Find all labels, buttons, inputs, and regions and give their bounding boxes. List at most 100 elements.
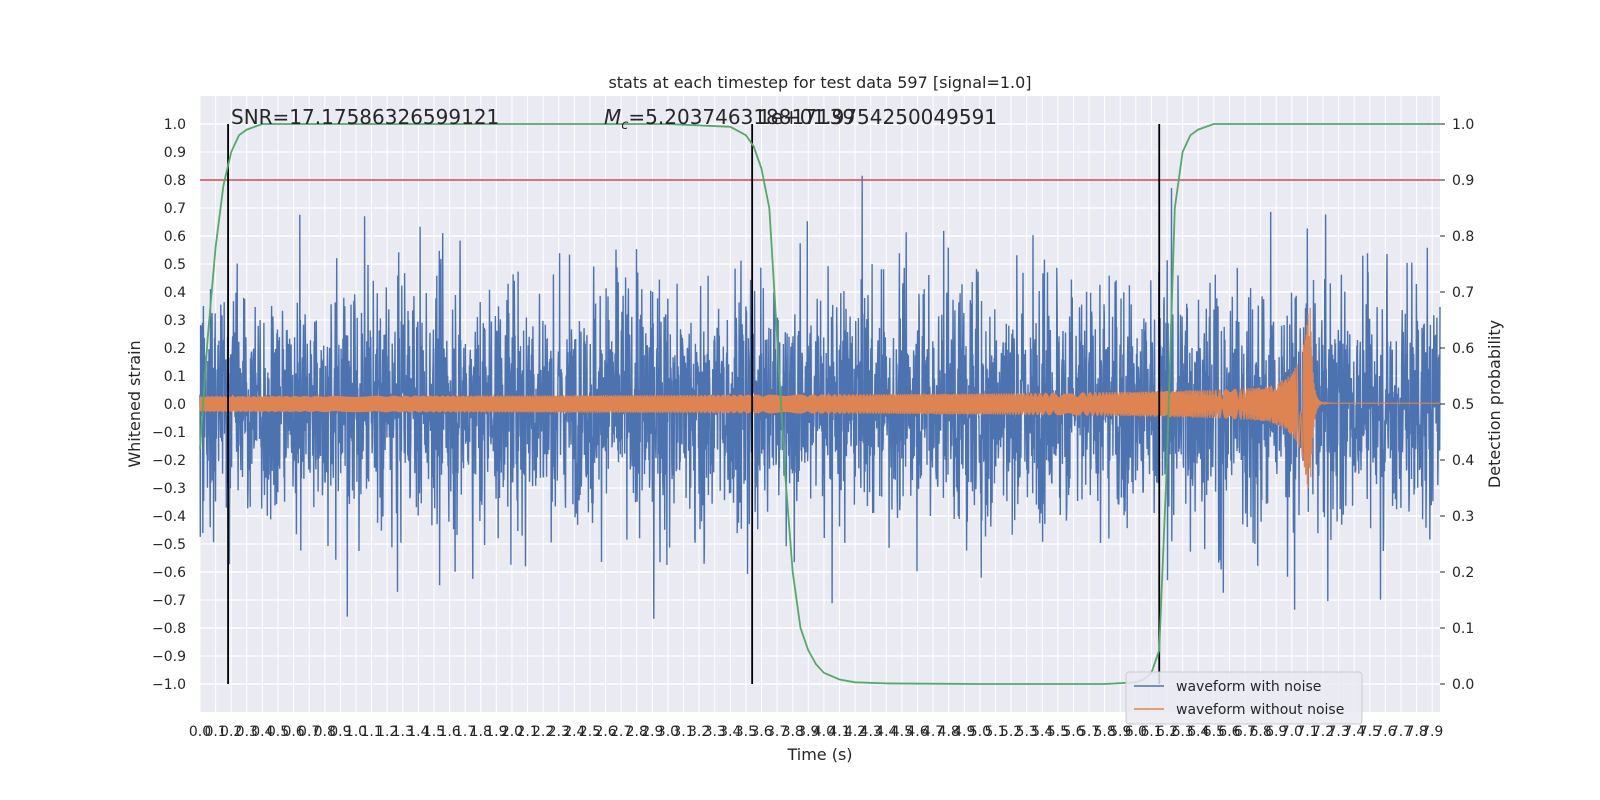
x-tick-label: 0.5 bbox=[267, 724, 289, 740]
x-tick-label: 3.1 bbox=[672, 724, 694, 740]
x-tick-label: 2.4 bbox=[563, 724, 585, 740]
x-tick-label: 5.7 bbox=[1078, 724, 1100, 740]
x-tick-label: 6.0 bbox=[1125, 724, 1147, 740]
x-tick-label: 7.8 bbox=[1405, 724, 1427, 740]
mc-symbol: M bbox=[604, 105, 621, 129]
x-tick-label: 3.7 bbox=[766, 724, 788, 740]
x-tick-label: 0.8 bbox=[314, 724, 336, 740]
x-tick-label: 4.2 bbox=[844, 724, 866, 740]
y-tick-label: 0.6 bbox=[164, 229, 186, 245]
y-tick-label: 0.5 bbox=[164, 257, 186, 273]
x-tick-label: 3.8 bbox=[782, 724, 804, 740]
legend: waveform with noise waveform without noi… bbox=[1125, 671, 1363, 725]
x-tick-label: 1.4 bbox=[407, 724, 429, 740]
x-tick-label: 5.3 bbox=[1016, 724, 1038, 740]
x-tick-label: 0.6 bbox=[282, 724, 304, 740]
y-tick-label: 0.3 bbox=[164, 313, 186, 329]
y-tick-label: 0.8 bbox=[164, 173, 186, 189]
x-tick-label: 1.0 bbox=[345, 724, 367, 740]
y-tick-label: −0.2 bbox=[152, 453, 186, 469]
x-tick-label: 5.2 bbox=[1000, 724, 1022, 740]
x-tick-label: 1.3 bbox=[392, 724, 414, 740]
x-tick-label: 6.4 bbox=[1187, 724, 1209, 740]
x-tick-label: 4.9 bbox=[953, 724, 975, 740]
x-tick-label: 1.8 bbox=[470, 724, 492, 740]
x-tick-label: 6.7 bbox=[1234, 724, 1256, 740]
x-tick-label: 2.5 bbox=[579, 724, 601, 740]
y2-tick-label: 0.1 bbox=[1452, 621, 1474, 637]
x-tick-label: 3.2 bbox=[688, 724, 710, 740]
overlay bbox=[199, 123, 1440, 685]
legend-label-clean: waveform without noise bbox=[1176, 702, 1344, 718]
y2-axis-label: Detection probability bbox=[1485, 320, 1504, 488]
x-tick-label: 5.9 bbox=[1109, 724, 1131, 740]
x-tick-label: 0.3 bbox=[236, 724, 258, 740]
x-tick-label: 1.7 bbox=[454, 724, 476, 740]
y2-tick-label: 0.6 bbox=[1452, 341, 1474, 357]
x-tick-label: 6.5 bbox=[1203, 724, 1225, 740]
y2-axis-ticks: 1.0 0.9 0.8 0.7 0.6 0.5 0.4 0.3 0.2 0.1 0.0 bbox=[1440, 117, 1474, 693]
x-tick-label: 2.7 bbox=[610, 724, 632, 740]
x-tick-label: 7.3 bbox=[1327, 724, 1349, 740]
x-tick-label: 6.8 bbox=[1249, 724, 1271, 740]
x-tick-label: 7.4 bbox=[1343, 724, 1365, 740]
x-tick-label: 6.2 bbox=[1156, 724, 1178, 740]
y2-tick-label: 1.0 bbox=[1452, 117, 1474, 133]
overlap-annotation: 1e+01.9754250049591 bbox=[758, 105, 997, 129]
x-tick-label: 6.1 bbox=[1140, 724, 1162, 740]
y-tick-label: 0.4 bbox=[164, 285, 186, 301]
x-tick-label: 1.2 bbox=[376, 724, 398, 740]
x-tick-label: 5.4 bbox=[1031, 724, 1053, 740]
y-tick-label: 0.9 bbox=[164, 145, 186, 161]
x-tick-label: 4.3 bbox=[860, 724, 882, 740]
x-tick-label: 7.6 bbox=[1374, 724, 1396, 740]
y-tick-label: −0.6 bbox=[152, 565, 186, 581]
waveform-without-noise-line bbox=[199, 307, 1440, 489]
mc-annotation: Mc=5.203746318817139 bbox=[604, 105, 855, 133]
x-tick-label: 2.3 bbox=[548, 724, 570, 740]
x-tick-label: 7.2 bbox=[1312, 724, 1334, 740]
x-tick-label: 5.8 bbox=[1094, 724, 1116, 740]
x-tick-label: 2.0 bbox=[501, 724, 523, 740]
x-tick-label: 4.6 bbox=[906, 724, 928, 740]
y2-tick-label: 0.2 bbox=[1452, 565, 1474, 581]
x-tick-label: 6.9 bbox=[1265, 724, 1287, 740]
x-tick-label: 7.5 bbox=[1359, 724, 1381, 740]
x-tick-label: 3.4 bbox=[719, 724, 741, 740]
y2-tick-label: 0.4 bbox=[1452, 453, 1474, 469]
x-tick-label: 0.0 bbox=[189, 724, 211, 740]
snr-annotation: SNR=17.17586326599121 bbox=[231, 105, 499, 129]
y-tick-label: −0.1 bbox=[152, 425, 186, 441]
x-tick-label: 0.2 bbox=[220, 724, 242, 740]
y-axis-label: Whitened strain bbox=[125, 340, 144, 467]
y-tick-label: 0.2 bbox=[164, 341, 186, 357]
y-tick-label: 0.7 bbox=[164, 201, 186, 217]
x-tick-label: 0.4 bbox=[251, 724, 273, 740]
x-tick-label: 7.1 bbox=[1296, 724, 1318, 740]
y-tick-label: 0.1 bbox=[164, 369, 186, 385]
x-tick-label: 2.6 bbox=[594, 724, 616, 740]
x-tick-label: 3.3 bbox=[704, 724, 726, 740]
x-tick-label: 3.5 bbox=[735, 724, 757, 740]
x-tick-label: 7.0 bbox=[1281, 724, 1303, 740]
y-tick-label: 0.0 bbox=[164, 397, 186, 413]
legend-label-noise: waveform with noise bbox=[1176, 679, 1321, 695]
x-tick-label: 3.9 bbox=[797, 724, 819, 740]
x-tick-label: 1.9 bbox=[485, 724, 507, 740]
x-tick-label: 3.0 bbox=[657, 724, 679, 740]
x-tick-label: 4.4 bbox=[875, 724, 897, 740]
x-tick-label: 2.1 bbox=[516, 724, 538, 740]
x-axis-ticks: 0.00.10.20.30.40.50.60.70.80.91.01.11.21… bbox=[189, 724, 1443, 740]
y-tick-label: −0.9 bbox=[152, 649, 186, 665]
x-tick-label: 2.8 bbox=[626, 724, 648, 740]
x-tick-label: 0.1 bbox=[204, 724, 226, 740]
x-tick-label: 2.2 bbox=[532, 724, 554, 740]
mc-subscript: c bbox=[621, 118, 628, 133]
y-tick-label: −0.8 bbox=[152, 621, 186, 637]
x-tick-label: 5.0 bbox=[969, 724, 991, 740]
x-tick-label: 4.5 bbox=[891, 724, 913, 740]
x-tick-label: 5.5 bbox=[1047, 724, 1069, 740]
x-tick-label: 4.1 bbox=[828, 724, 850, 740]
x-tick-label: 2.9 bbox=[641, 724, 663, 740]
y2-tick-label: 0.9 bbox=[1452, 173, 1474, 189]
